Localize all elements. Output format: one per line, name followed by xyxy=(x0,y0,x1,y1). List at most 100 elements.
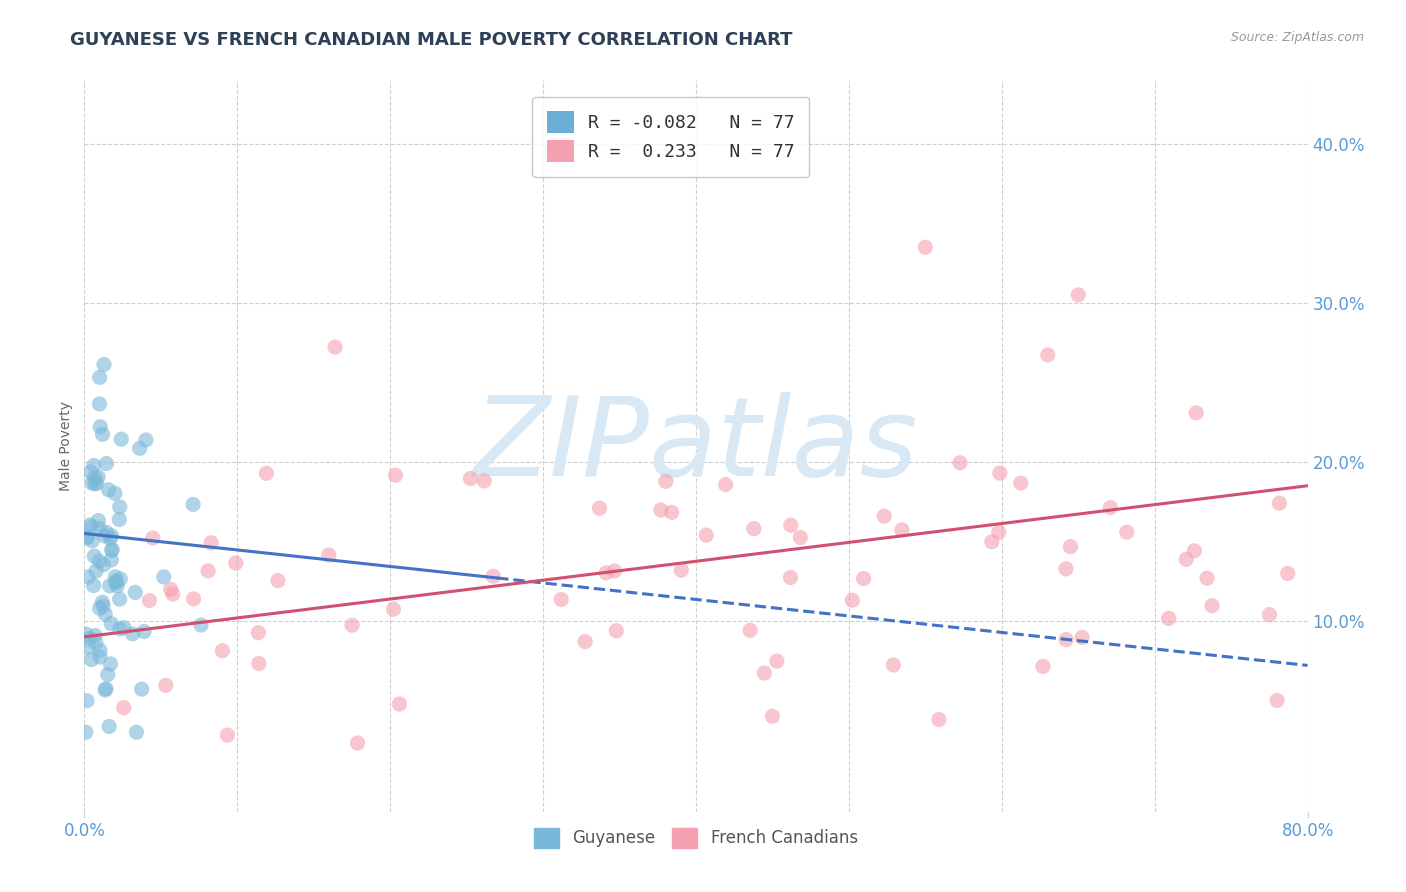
Point xyxy=(318,548,340,562)
Point xyxy=(105,579,128,593)
Point xyxy=(142,531,165,545)
Point xyxy=(89,643,111,657)
Point xyxy=(79,465,101,479)
Point xyxy=(110,572,132,586)
Point xyxy=(83,458,105,473)
Point xyxy=(83,476,105,491)
Point xyxy=(740,624,762,638)
Point xyxy=(1195,571,1218,585)
Point xyxy=(87,470,110,484)
Point xyxy=(89,370,111,384)
Point xyxy=(94,607,117,621)
Point xyxy=(588,501,610,516)
Point xyxy=(98,532,121,546)
Point xyxy=(603,564,626,578)
Point xyxy=(346,736,368,750)
Point xyxy=(482,569,505,583)
Point xyxy=(94,683,117,698)
Point xyxy=(988,466,1011,480)
Legend: R = -0.082   N = 77, R =  0.233   N = 77: R = -0.082 N = 77, R = 0.233 N = 77 xyxy=(533,96,810,177)
Point xyxy=(101,542,124,557)
Point xyxy=(914,240,936,254)
Point xyxy=(217,728,239,742)
Point xyxy=(89,650,111,665)
Point xyxy=(1036,348,1059,362)
Point xyxy=(97,483,120,497)
Point xyxy=(101,543,124,558)
Point xyxy=(890,523,912,537)
Point xyxy=(382,602,405,616)
Point xyxy=(75,725,97,739)
Point xyxy=(96,525,118,540)
Point xyxy=(267,574,290,588)
Point xyxy=(80,476,103,491)
Point xyxy=(89,601,111,615)
Point xyxy=(980,534,1002,549)
Point xyxy=(852,572,875,586)
Point xyxy=(761,709,783,723)
Point xyxy=(1010,476,1032,491)
Point xyxy=(1157,611,1180,625)
Point xyxy=(86,476,108,491)
Point xyxy=(108,512,131,526)
Point xyxy=(87,514,110,528)
Point xyxy=(110,432,132,446)
Point xyxy=(181,498,204,512)
Point xyxy=(91,427,114,442)
Point xyxy=(247,657,270,671)
Point xyxy=(124,585,146,599)
Point xyxy=(714,477,737,491)
Point xyxy=(1201,599,1223,613)
Point xyxy=(695,528,717,542)
Point xyxy=(91,595,114,609)
Point xyxy=(1185,406,1208,420)
Point xyxy=(100,657,122,671)
Point xyxy=(83,549,105,563)
Point xyxy=(197,564,219,578)
Point xyxy=(247,625,270,640)
Point xyxy=(135,433,157,447)
Point xyxy=(789,531,811,545)
Point xyxy=(766,654,789,668)
Point xyxy=(75,627,97,641)
Point xyxy=(100,553,122,567)
Point xyxy=(987,525,1010,540)
Point xyxy=(655,475,678,489)
Point xyxy=(93,529,115,543)
Point xyxy=(340,618,363,632)
Point xyxy=(104,575,127,590)
Point xyxy=(77,570,100,584)
Point xyxy=(89,397,111,411)
Point xyxy=(1268,496,1291,510)
Point xyxy=(550,592,572,607)
Point xyxy=(79,518,101,533)
Point xyxy=(132,624,155,639)
Point xyxy=(128,442,150,456)
Point xyxy=(1175,552,1198,566)
Point xyxy=(1059,540,1081,554)
Point xyxy=(323,340,346,354)
Point xyxy=(211,643,233,657)
Point xyxy=(1071,631,1094,645)
Point xyxy=(388,697,411,711)
Point xyxy=(1054,562,1077,576)
Point xyxy=(1265,693,1288,707)
Point xyxy=(661,505,683,519)
Point xyxy=(76,531,98,545)
Point xyxy=(949,456,972,470)
Point xyxy=(650,503,672,517)
Point xyxy=(1054,632,1077,647)
Point xyxy=(84,628,107,642)
Point xyxy=(98,719,121,733)
Point xyxy=(1032,659,1054,673)
Point xyxy=(1182,543,1205,558)
Point xyxy=(190,618,212,632)
Point xyxy=(108,500,131,514)
Text: ZIPatlas: ZIPatlas xyxy=(474,392,918,500)
Point xyxy=(742,522,765,536)
Point xyxy=(100,529,122,543)
Point xyxy=(1258,607,1281,622)
Point xyxy=(873,509,896,524)
Point xyxy=(1277,566,1299,581)
Point xyxy=(98,579,121,593)
